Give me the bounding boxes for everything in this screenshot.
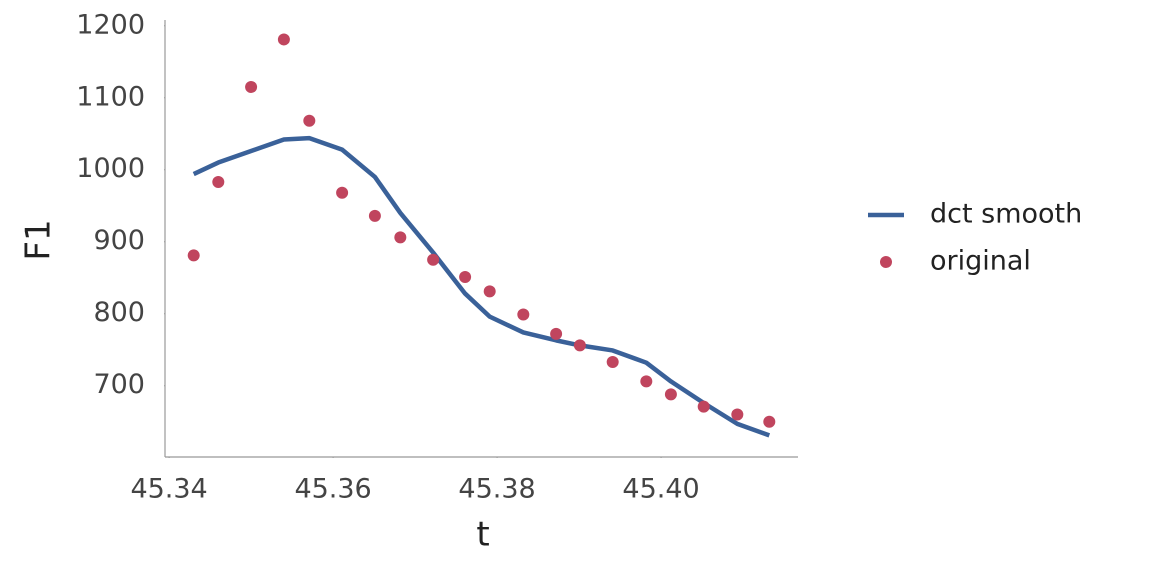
point <box>368 209 381 222</box>
legend-label: original <box>930 246 1031 277</box>
x-axis-label: t <box>476 515 489 555</box>
point <box>303 114 316 127</box>
y-axis-label: F1 <box>19 219 59 260</box>
point <box>640 375 653 388</box>
line-series <box>192 135 771 438</box>
point <box>483 285 496 298</box>
y-tick-label: 1200 <box>76 9 145 40</box>
y-tick-label: 800 <box>93 297 145 328</box>
y-tick-label: 1000 <box>76 153 145 184</box>
point <box>277 33 290 46</box>
point <box>245 80 258 93</box>
point <box>394 231 407 244</box>
legend-marker <box>880 256 892 268</box>
point <box>697 400 710 413</box>
x-tick-label: 45.38 <box>458 474 535 505</box>
x-tick-label: 45.36 <box>294 474 371 505</box>
x-tick-label: 45.40 <box>622 474 699 505</box>
point <box>187 249 200 262</box>
legend-label: dct smooth <box>930 199 1082 230</box>
point <box>550 327 563 340</box>
point <box>459 271 472 284</box>
point <box>427 253 440 266</box>
x-tick-label: 45.34 <box>130 474 207 505</box>
point <box>212 175 225 188</box>
point <box>573 339 586 352</box>
point <box>731 408 744 421</box>
point <box>336 186 349 199</box>
point <box>763 415 776 428</box>
y-tick-label: 900 <box>93 225 145 256</box>
y-tick-label: 700 <box>93 369 145 400</box>
y-tick-label: 1100 <box>76 81 145 112</box>
point <box>664 388 677 401</box>
point <box>606 355 619 368</box>
point <box>517 308 530 321</box>
